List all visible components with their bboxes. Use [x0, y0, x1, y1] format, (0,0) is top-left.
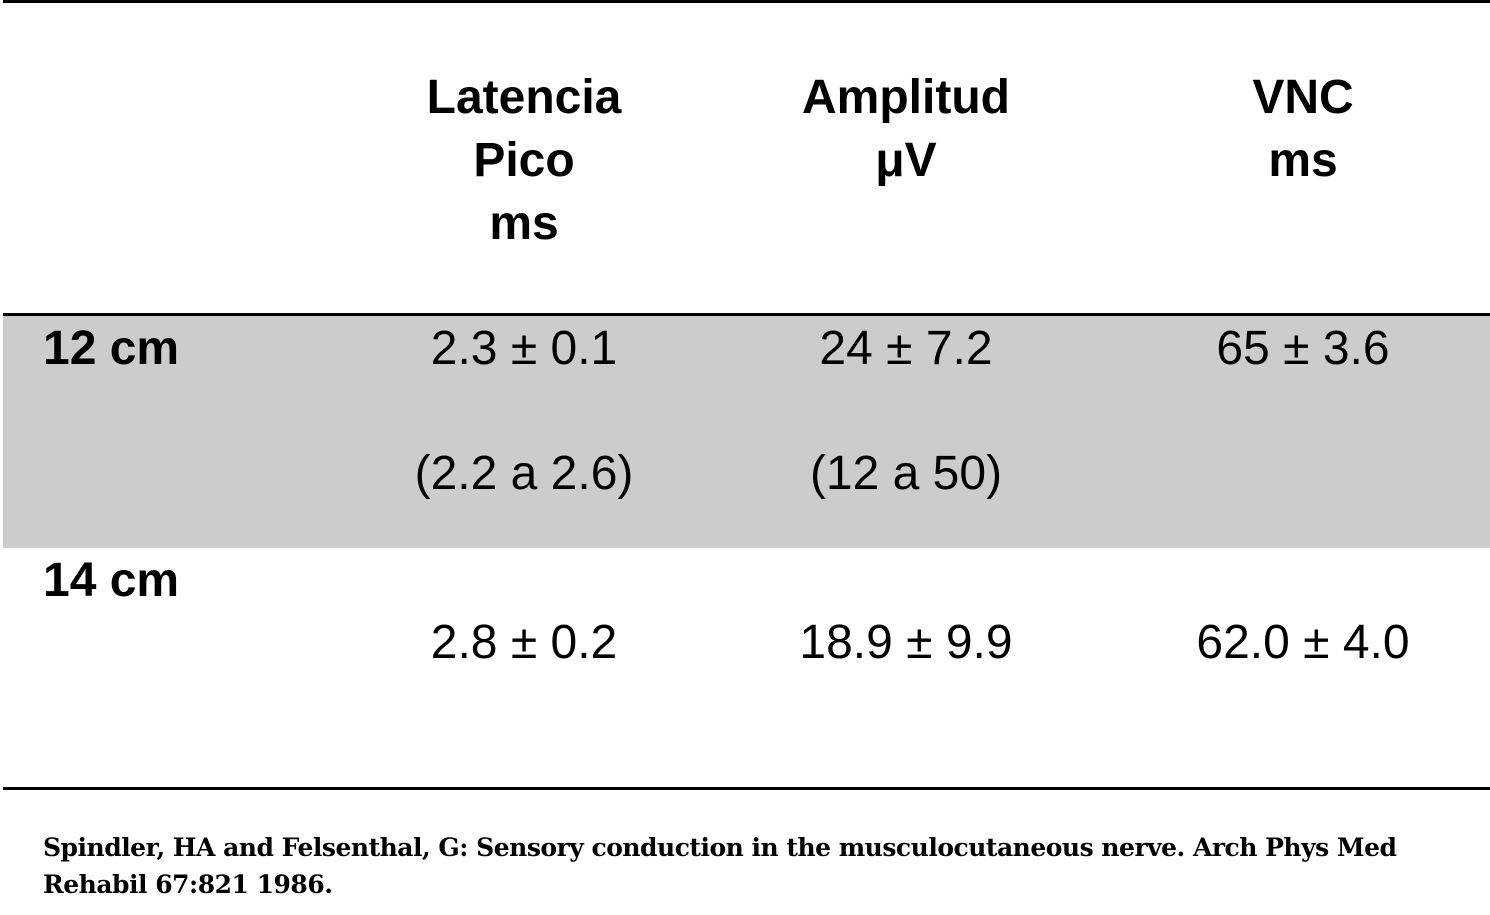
row-label-14cm: 14 cm	[43, 554, 180, 607]
cell-12cm-latencia: 2.3 ± 0.1	[430, 322, 618, 375]
table-row-shading	[3, 316, 1490, 548]
column-header-amplitud: Amplitud μV	[756, 66, 1056, 192]
cell-14cm-amplitud: 18.9 ± 9.9	[799, 616, 1013, 669]
column-header-vnc-line2: ms	[1268, 134, 1338, 187]
column-header-vnc: VNC ms	[1153, 66, 1453, 192]
column-header-amplitud-line1: Amplitud	[802, 71, 1010, 124]
column-header-latencia-line3: ms	[489, 197, 559, 250]
column-header-amplitud-line2: μV	[875, 134, 937, 187]
cell-12cm-amplitud-range: (12 a 50)	[809, 447, 1003, 500]
table-top-rule	[3, 0, 1490, 3]
cell-12cm-vnc: 65 ± 3.6	[1216, 322, 1390, 375]
cell-12cm-latencia-range: (2.2 a 2.6)	[414, 447, 634, 500]
cell-14cm-vnc: 62.0 ± 4.0	[1196, 616, 1410, 669]
column-header-latencia-line1: Latencia	[426, 71, 622, 124]
table-header-rule	[3, 313, 1490, 316]
table-bottom-rule	[3, 787, 1490, 790]
column-header-latencia-line2: Pico	[473, 134, 575, 187]
column-header-vnc-line1: VNC	[1252, 71, 1354, 124]
cell-12cm-amplitud: 24 ± 7.2	[819, 322, 993, 375]
column-header-latencia: Latencia Pico ms	[374, 66, 674, 255]
cell-14cm-latencia: 2.8 ± 0.2	[430, 616, 618, 669]
row-label-12cm: 12 cm	[43, 322, 180, 375]
citation-caption: Spindler, HA and Felsenthal, G: Sensory …	[43, 833, 1397, 899]
